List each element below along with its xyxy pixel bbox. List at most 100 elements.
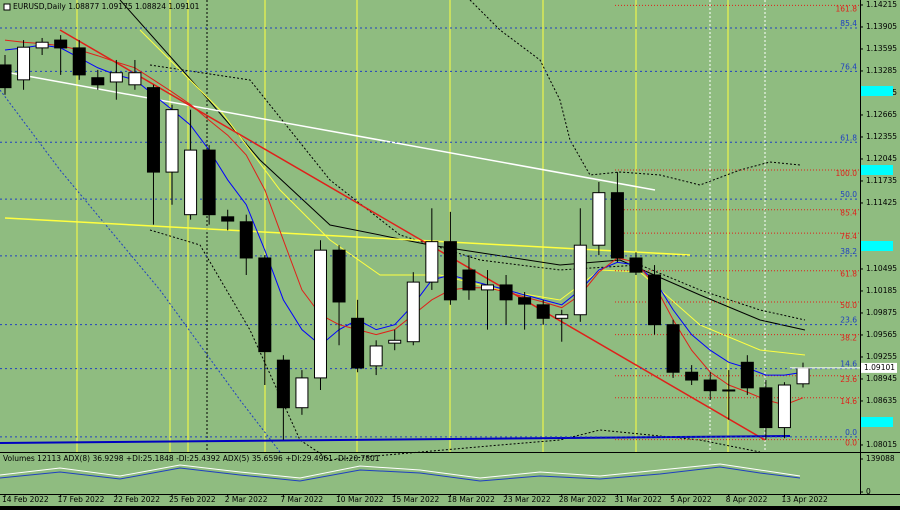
candle-body	[17, 46, 31, 81]
candle-body	[109, 72, 123, 83]
indicator-tick-label: 139088	[866, 454, 895, 463]
y-tick-label: 1.13595	[866, 44, 897, 53]
candle-body	[592, 192, 606, 246]
candle-body	[759, 387, 773, 429]
candle-body	[703, 379, 717, 392]
indicator-text: Volumes 12113 ADX(8) 36.9298 +DI:25.1848…	[3, 454, 380, 463]
x-tick-label: 17 Feb 2022	[58, 495, 105, 504]
slow-ma	[119, 0, 806, 331]
y-tick-label: 1.11425	[866, 198, 897, 207]
x-tick-label: 5 Apr 2022	[670, 495, 712, 504]
y-tick-label: 1.08015	[866, 440, 897, 449]
candle-body	[388, 339, 402, 344]
fib-label: 85.4	[840, 209, 857, 218]
trendline	[59, 29, 766, 441]
y-tick-label: 1.09255	[866, 352, 897, 361]
current-price-label: 1.09101	[864, 363, 895, 372]
y-tick-label: 1.08635	[866, 396, 897, 405]
fib-label: 23.6	[840, 316, 857, 325]
candle-body	[722, 389, 736, 392]
x-tick-label: 10 Mar 2022	[336, 495, 384, 504]
fib-label: 161.8	[836, 4, 858, 13]
y-tick-label: 1.12355	[866, 132, 897, 141]
y-tick-label: 1.11735	[866, 176, 897, 185]
support-line	[0, 435, 791, 444]
candle-body	[481, 284, 495, 291]
y-tick-label: 1.09875	[866, 308, 897, 317]
fib-label: 61.8	[840, 270, 857, 279]
candle-body	[72, 47, 86, 76]
y-tick-label: 1.13285	[866, 66, 897, 75]
candle-body	[276, 359, 290, 409]
candle-body	[369, 345, 383, 367]
middle-band	[149, 64, 806, 321]
x-tick-label: 2 Mar 2022	[225, 495, 268, 504]
candle-body	[443, 241, 457, 301]
x-tick-label: 14 Feb 2022	[2, 495, 49, 504]
fib-label: 0.0	[845, 439, 857, 448]
fib-label: 0.0	[845, 428, 857, 437]
candle-body	[777, 384, 791, 429]
candle-body	[54, 39, 68, 49]
trendline	[4, 71, 656, 191]
candle-body	[184, 149, 198, 216]
fib-label: 100.0	[836, 169, 858, 178]
y-tick-label: 1.12045	[866, 154, 897, 163]
y-tick-label: 1.14215	[866, 0, 897, 9]
fib-label: 38.2	[840, 334, 857, 343]
price-marker	[861, 165, 893, 175]
upper-band	[469, 0, 801, 186]
moving-average	[4, 39, 804, 406]
candle-body	[796, 367, 810, 385]
fib-label: 23.6	[840, 375, 857, 384]
x-tick-label: 25 Feb 2022	[169, 495, 216, 504]
adx-line	[0, 463, 801, 479]
current-price-box	[861, 362, 897, 373]
candle-body	[165, 109, 179, 173]
chart-title: EURUSD,Daily 1.08877 1.09175 1.08824 1.0…	[13, 2, 200, 11]
candle-body	[648, 274, 662, 326]
y-tick-label: 1.08945	[866, 374, 897, 383]
x-tick-label: 23 Mar 2022	[503, 495, 551, 504]
candle-body	[221, 216, 235, 222]
fib-label: 50.0	[840, 301, 857, 310]
x-tick-label: 28 Mar 2022	[559, 495, 607, 504]
candle-body	[629, 257, 643, 273]
x-tick-label: 13 Apr 2022	[781, 495, 828, 504]
candle-body	[666, 324, 680, 373]
candle-body	[499, 284, 513, 301]
fib-label: 85.4	[840, 19, 857, 28]
adx-line	[0, 466, 801, 482]
fib-label: 76.4	[840, 232, 857, 241]
indicator-tick-label: 0	[866, 487, 871, 496]
fib-label: 76.4	[840, 62, 857, 71]
y-tick-label: 1.09565	[866, 330, 897, 339]
candle-body	[295, 377, 309, 409]
price-marker	[861, 417, 893, 427]
candle-body	[425, 241, 439, 283]
x-tick-label: 8 Apr 2022	[726, 495, 768, 504]
indicator-lines	[0, 463, 801, 482]
fib-label: 38.2	[840, 247, 857, 256]
fib-label: 50.0	[840, 190, 857, 199]
candle-body	[239, 221, 253, 259]
candle-body	[35, 41, 49, 49]
price-marker	[861, 86, 893, 96]
candle-body	[0, 64, 12, 89]
candle-body	[313, 249, 327, 379]
fib-label: 61.8	[840, 133, 857, 142]
candle-body	[573, 244, 587, 316]
candle-body	[406, 281, 420, 343]
fib-label: 14.6	[840, 397, 857, 406]
candle-body	[518, 297, 532, 305]
y-tick-label: 1.12665	[866, 110, 897, 119]
fib-label: 14.6	[840, 360, 857, 369]
x-tick-label: 15 Mar 2022	[392, 495, 440, 504]
candle-body	[462, 269, 476, 291]
candle-body	[351, 317, 365, 369]
y-tick-label: 1.10185	[866, 286, 897, 295]
x-tick-label: 31 Mar 2022	[614, 495, 662, 504]
x-tick-label: 18 Mar 2022	[447, 495, 495, 504]
candle-body	[91, 77, 105, 86]
